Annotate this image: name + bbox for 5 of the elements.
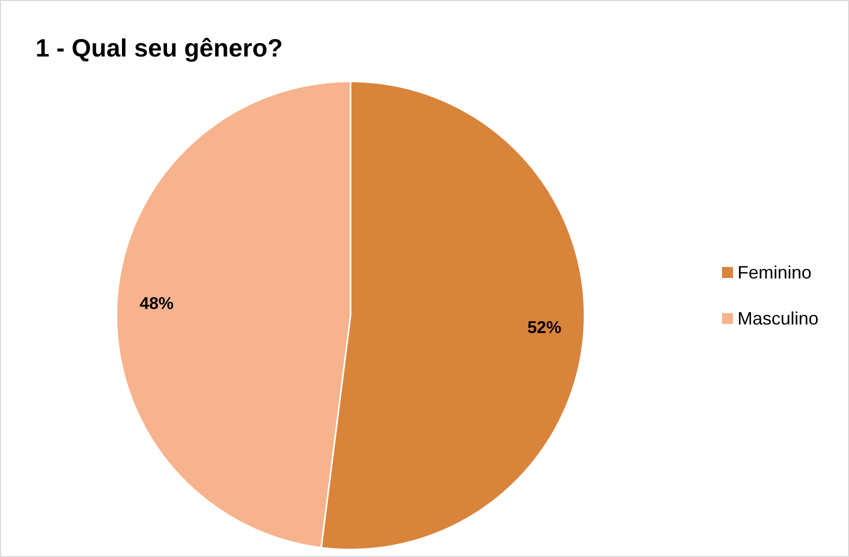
legend-label: Feminino [738, 262, 812, 282]
chart-title: 1 - Qual seu gênero? [36, 34, 283, 62]
data-label: 52% [527, 318, 562, 338]
data-label: 48% [140, 294, 174, 313]
legend-label: Masculino [738, 308, 819, 328]
